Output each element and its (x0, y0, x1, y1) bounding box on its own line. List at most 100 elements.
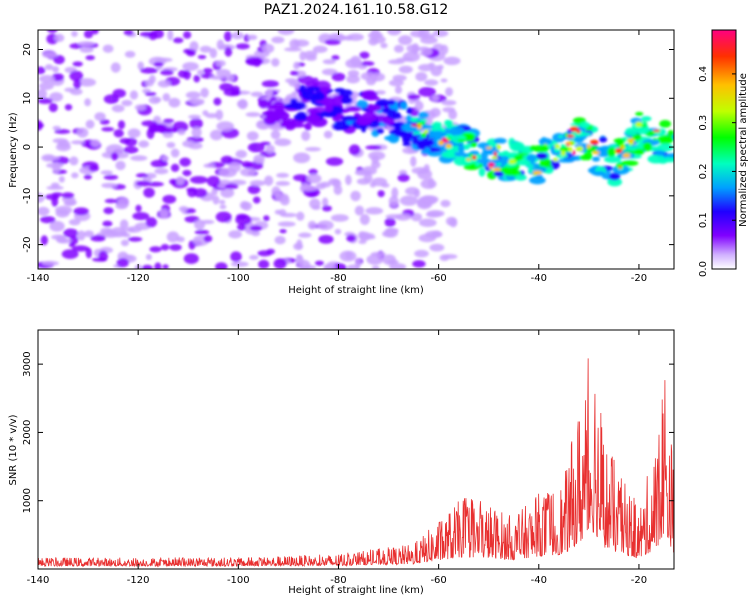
spectrogram-ridge-cell (293, 113, 307, 121)
spectrogram-ridge-cell (579, 154, 591, 161)
spectrogram-cell (371, 72, 386, 82)
spectrogram-cell (367, 32, 384, 39)
spectrogram-cell (317, 220, 334, 231)
spectrogram-cell (230, 261, 249, 267)
spectrogram-ridge-cell (384, 135, 399, 141)
spectrogram-cell (296, 211, 305, 221)
spectrogram-cell (176, 176, 185, 185)
spectrogram-ridge-cell (416, 141, 429, 150)
spectrogram-cell (202, 68, 213, 74)
spectrogram-cell (153, 62, 164, 67)
spectrogram-cell (250, 91, 264, 97)
spectrogram-hot-cell (635, 121, 643, 127)
snr-y-tick-label: 3000 (22, 351, 33, 376)
spectrogram-ridge-cell (305, 114, 321, 124)
spectrogram-cell (110, 62, 121, 73)
spectrogram-cell (437, 64, 444, 70)
spectrogram-ridge-cell (265, 88, 273, 96)
colorbar-gradient (712, 30, 736, 269)
spectrogram-ridge-cell (607, 177, 623, 187)
spectrogram-ridge-cell (557, 158, 575, 163)
spectrogram-cell (73, 207, 89, 216)
spectrogram-cell (61, 192, 75, 199)
spectrogram-cell (237, 99, 248, 110)
spectrogram-cell (225, 73, 235, 82)
spectrogram-cell (245, 112, 261, 117)
spectrogram-cell (194, 229, 210, 235)
spectrogram-cell (135, 180, 151, 187)
spectrogram-ridge-cell (509, 141, 525, 152)
spectrogram-cell (120, 239, 130, 247)
spectrogram-cell (191, 127, 202, 138)
spectrogram-cell (99, 119, 110, 125)
spectrogram-cell (271, 186, 281, 197)
snr-x-tick-label: -20 (631, 575, 647, 586)
spectrogram-cell (154, 168, 169, 175)
spectrogram-cell (440, 78, 448, 83)
spectrogram-cell (275, 193, 289, 202)
colorbar-ticks: 0.0 0.1 0.2 0.3 0.4 (698, 66, 736, 277)
spectrogram-cell (117, 120, 126, 130)
spectrogram-cell (147, 181, 164, 187)
spectrogram-cell (110, 152, 119, 161)
spectrogram-ridge-cell (446, 147, 455, 157)
spectrogram-ridge-cell (305, 86, 322, 92)
spectrogram-cell (144, 79, 154, 87)
spectrogram-cell (388, 195, 399, 207)
spectrogram-x-tick-label: -140 (27, 273, 50, 284)
spectrogram-x-tick-label: -20 (631, 273, 647, 284)
spectrogram-cell (251, 230, 261, 237)
spectrogram-cell (366, 254, 384, 265)
spectrogram-cell (345, 58, 363, 69)
spectrogram-cell (85, 119, 95, 129)
spectrogram-cell (324, 39, 341, 46)
spectrogram-cell (261, 80, 279, 88)
spectrogram-hot-cell (496, 144, 501, 150)
spectrogram-cell (247, 184, 261, 195)
spectrogram-cell (325, 157, 344, 166)
spectrogram-cell (119, 219, 129, 230)
spectrogram-cell (215, 109, 224, 121)
spectrogram-cell (188, 114, 201, 119)
spectrogram-cell (69, 156, 79, 166)
spectrogram-hot-cell (447, 137, 452, 141)
spectrogram-ridge-cell (262, 111, 270, 116)
spectrogram-cell (263, 215, 270, 222)
spectrogram-cell (330, 214, 349, 222)
spectrogram-hot-cell (487, 162, 495, 168)
snr-x-tick-label: -80 (330, 575, 346, 586)
colorbar-label: Normalized spectral amplitude (738, 73, 749, 227)
spectrogram-cell (209, 48, 218, 59)
spectrogram-cell (160, 244, 170, 251)
spectrogram-cell (224, 183, 239, 190)
spectrogram-cell (41, 260, 59, 266)
spectrogram-ridge-cell (606, 147, 616, 157)
spectrogram-cell (172, 37, 184, 44)
spectrogram-cell (76, 127, 89, 138)
spectrogram-ridge-cell (443, 119, 454, 128)
spectrogram-hot-cell (471, 155, 477, 160)
spectrogram-cell (276, 172, 290, 178)
spectrogram-ridge-cell (404, 126, 422, 133)
spectrogram-cell (224, 46, 233, 57)
spectrogram-cell (412, 260, 426, 268)
spectrogram-hot-cell (618, 166, 622, 169)
spectrogram-hot-cell (572, 149, 576, 155)
spectrogram-cell (397, 173, 410, 182)
spectrogram-ridge-cell (431, 121, 443, 128)
spectrogram-ridge-cell (463, 132, 476, 142)
spectrogram-cell (57, 238, 72, 244)
spectrogram-cell (215, 211, 232, 223)
spectrogram-cell (414, 249, 429, 258)
spectrogram-ridge-cell (272, 100, 286, 111)
spectrogram-cell (63, 228, 79, 238)
spectrogram-cell (141, 264, 153, 269)
spectrogram-cell (52, 138, 68, 144)
spectrogram-cell (154, 57, 173, 63)
spectrogram-cell (115, 203, 128, 210)
spectrogram-cell (69, 235, 79, 245)
spectrogram-cell (346, 234, 356, 242)
spectrogram-cell (371, 265, 380, 269)
spectrogram-cell (394, 85, 403, 94)
